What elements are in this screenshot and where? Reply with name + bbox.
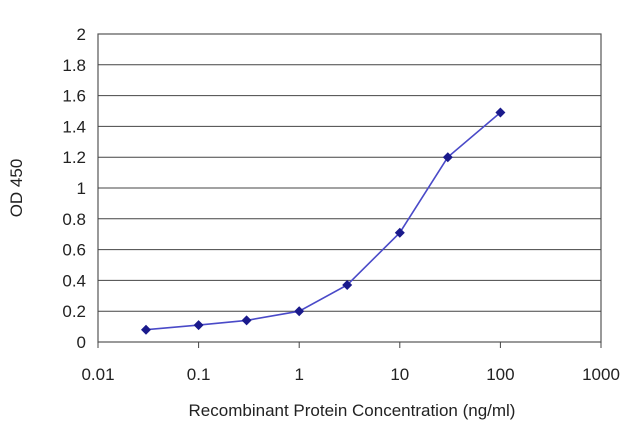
data-point-1 xyxy=(193,320,204,331)
data-point-6 xyxy=(442,152,453,163)
y-axis-tick-labels: 0 0.2 0.4 0.6 0.8 1 1.2 1.4 1.6 1.8 2 xyxy=(62,25,86,352)
x-axis-ticks xyxy=(97,342,602,348)
data-point-4 xyxy=(342,280,353,290)
gridlines xyxy=(98,64,601,312)
data-series xyxy=(141,107,506,335)
x-tick-label-4: 100 xyxy=(486,365,514,384)
y-tick-label-7: 1.4 xyxy=(62,117,86,136)
y-tick-label-8: 1.6 xyxy=(62,87,86,106)
data-point-2 xyxy=(241,315,252,326)
data-point-5 xyxy=(394,227,405,238)
y-tick-label-4: 0.8 xyxy=(62,210,86,229)
x-tick-label-2: 1 xyxy=(294,365,303,384)
y-tick-label-5: 1 xyxy=(77,179,86,198)
series-line-0 xyxy=(145,111,501,331)
y-tick-label-10: 2 xyxy=(77,25,86,44)
x-tick-label-1: 0.1 xyxy=(187,365,211,384)
x-tick-label-3: 10 xyxy=(390,365,409,384)
y-tick-label-2: 0.4 xyxy=(62,271,86,290)
y-tick-label-6: 1.2 xyxy=(62,148,86,167)
data-point-7 xyxy=(495,107,506,118)
y-tick-label-1: 0.2 xyxy=(62,302,86,321)
x-axis-title: Recombinant Protein Concentration (ng/ml… xyxy=(189,401,516,420)
y-tick-label-3: 0.6 xyxy=(62,241,86,260)
data-point-3 xyxy=(294,306,305,317)
x-tick-label-0: 0.01 xyxy=(81,365,114,384)
y-axis-title: OD 450 xyxy=(7,159,26,218)
y-tick-label-0: 0 xyxy=(77,333,86,352)
x-axis-tick-labels: 0.01 0.1 1 10 100 1000 xyxy=(81,365,619,384)
data-point-0 xyxy=(141,324,151,335)
x-tick-label-5: 1000 xyxy=(582,365,620,384)
y-tick-label-9: 1.8 xyxy=(62,56,86,75)
